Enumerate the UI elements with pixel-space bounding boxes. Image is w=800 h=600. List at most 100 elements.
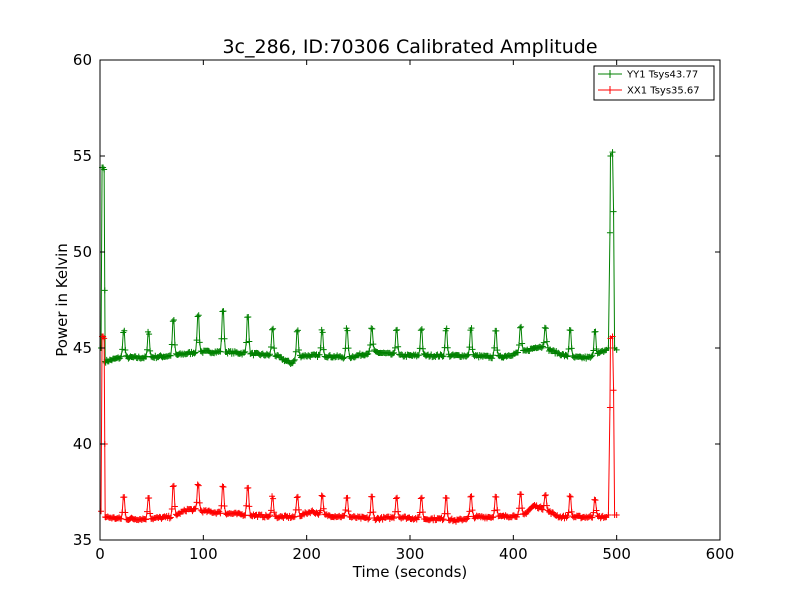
- data-point: [593, 507, 600, 514]
- data-point: [519, 340, 526, 347]
- data-point: [419, 345, 426, 352]
- data-point: [494, 347, 501, 354]
- data-point: [317, 507, 324, 514]
- x-tick-label: 200: [292, 545, 321, 563]
- legend: YY1 Tsys43.77 XX1 Tsys35.67: [593, 65, 715, 101]
- data-point: [242, 348, 249, 355]
- data-point: [193, 337, 200, 344]
- data-point: [514, 349, 521, 356]
- data-point: [241, 349, 248, 356]
- data-point: [320, 505, 327, 512]
- data-point: [344, 494, 351, 501]
- data-point: [590, 347, 597, 354]
- y-axis-label: Power in Kelvin: [53, 243, 71, 357]
- data-point: [266, 351, 273, 358]
- data-point: [344, 327, 351, 334]
- data-point: [606, 229, 613, 236]
- data-point: [365, 350, 372, 357]
- data-point: [146, 331, 153, 338]
- data-point: [142, 353, 149, 360]
- data-point: [542, 491, 549, 498]
- data-point: [243, 502, 250, 509]
- data-point: [464, 352, 471, 359]
- data-point: [147, 347, 154, 354]
- data-point: [494, 506, 501, 513]
- data-point: [170, 482, 177, 489]
- data-point: [466, 344, 473, 351]
- data-point: [568, 508, 575, 515]
- data-point: [491, 344, 498, 351]
- data-point: [493, 493, 500, 500]
- data-point: [588, 353, 595, 360]
- data-point: [119, 346, 126, 353]
- data-point: [390, 349, 397, 356]
- data-point: [192, 505, 199, 512]
- data-point: [417, 495, 424, 502]
- data-point: [147, 510, 154, 517]
- data-point: [567, 493, 574, 500]
- data-point: [419, 509, 426, 516]
- data-point: [539, 506, 546, 513]
- data-point: [563, 352, 570, 359]
- data-point: [592, 328, 599, 335]
- data-point: [290, 514, 297, 521]
- data-point: [564, 513, 571, 520]
- data-point: [295, 506, 302, 513]
- data-point: [170, 316, 177, 323]
- data-point: [469, 346, 476, 353]
- data-point: [518, 323, 525, 330]
- data-point: [489, 355, 496, 362]
- data-point: [550, 347, 557, 354]
- data-point: [565, 509, 572, 516]
- data-point: [367, 342, 374, 349]
- data-point: [193, 499, 200, 506]
- data-point: [243, 339, 250, 346]
- data-point: [605, 512, 612, 519]
- data-point: [394, 494, 401, 501]
- data-point: [292, 348, 299, 355]
- plot-area: [98, 149, 620, 525]
- data-point: [539, 343, 546, 350]
- data-point: [538, 506, 545, 513]
- data-point: [542, 325, 549, 332]
- data-point: [271, 345, 278, 352]
- data-point: [540, 339, 547, 346]
- data-point: [565, 346, 572, 353]
- data-point: [591, 496, 598, 503]
- legend-label-xx1: XX1 Tsys35.67: [627, 86, 700, 97]
- data-point: [219, 483, 226, 490]
- data-point: [101, 287, 108, 294]
- data-point: [443, 325, 450, 332]
- data-point: [415, 514, 422, 521]
- data-point: [369, 325, 376, 332]
- data-point: [593, 346, 600, 353]
- data-point: [467, 493, 474, 500]
- data-point: [118, 353, 125, 360]
- data-point: [541, 492, 548, 499]
- data-point: [590, 509, 597, 516]
- data-point: [443, 495, 450, 502]
- data-point: [514, 511, 521, 518]
- data-point: [294, 493, 301, 500]
- data-point: [194, 481, 201, 488]
- data-point: [440, 516, 447, 523]
- data-point: [345, 345, 352, 352]
- data-point: [245, 314, 252, 321]
- series-markers-1: [98, 333, 620, 525]
- data-point: [268, 344, 275, 351]
- data-point: [268, 507, 275, 514]
- data-point: [341, 512, 348, 519]
- data-point: [217, 348, 224, 355]
- data-point: [195, 482, 202, 489]
- data-point: [121, 494, 128, 501]
- data-point: [144, 346, 151, 353]
- data-point: [98, 508, 105, 515]
- data-point: [393, 495, 400, 502]
- data-point: [541, 324, 548, 331]
- data-point: [270, 325, 277, 332]
- data-point: [294, 327, 301, 334]
- data-point: [440, 353, 447, 360]
- data-point: [342, 506, 349, 513]
- data-point: [537, 503, 544, 510]
- data-point: [592, 497, 599, 504]
